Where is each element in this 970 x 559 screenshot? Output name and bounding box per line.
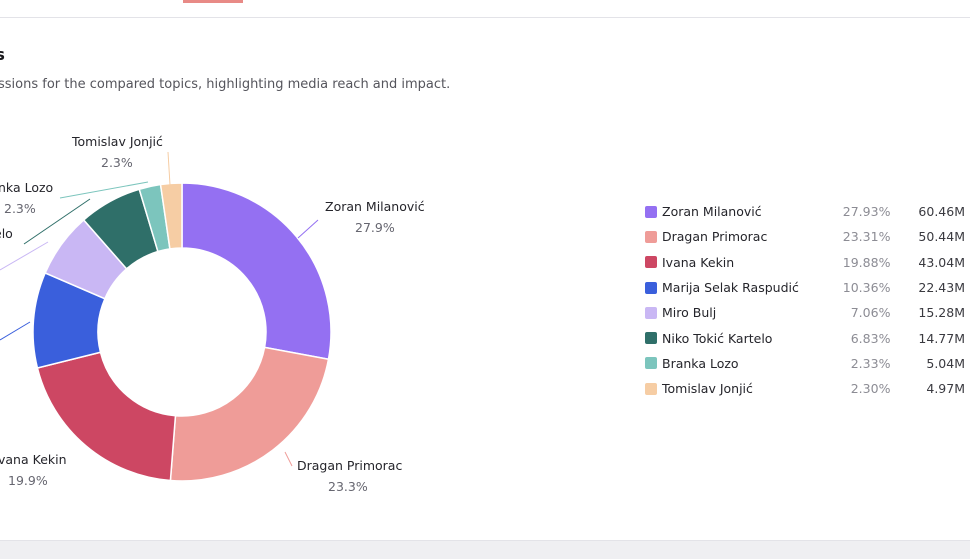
legend-swatch xyxy=(645,332,657,345)
legend-swatch xyxy=(645,281,657,294)
slice-label-name: vana Kekin xyxy=(0,452,67,467)
slice-label-percent: 27.9% xyxy=(355,220,395,235)
bottom-bar xyxy=(0,541,970,559)
donut-slice-3[interactable] xyxy=(36,351,177,482)
legend-percent: 19.88% xyxy=(842,254,891,270)
chart-subtitle: ssions for the compared topics, highligh… xyxy=(0,77,451,92)
slice-leader-line xyxy=(59,181,149,199)
slice-label-name: Tomislav Jonjić xyxy=(71,134,163,149)
legend-value: 5.04M xyxy=(926,355,965,371)
legend-swatch xyxy=(645,205,657,218)
legend-name: Dragan Primorac xyxy=(662,229,768,245)
legend-percent: 27.93% xyxy=(842,204,891,220)
top-tab-bar xyxy=(0,0,970,18)
legend-name: Niko Tokić Kartelo xyxy=(662,330,773,346)
legend-percent: 6.83% xyxy=(850,330,891,346)
legend-name: Zoran Milanović xyxy=(662,204,762,220)
slice-label-percent: 2.3% xyxy=(101,155,133,170)
legend-row[interactable]: Zoran Milanović 27.93% 60.46M xyxy=(645,199,965,224)
legend-row[interactable]: Ivana Kekin 19.88% 43.04M xyxy=(645,250,965,275)
legend-swatch xyxy=(645,256,657,269)
legend-name: Branka Lozo xyxy=(662,355,739,371)
legend-name: Tomislav Jonjić xyxy=(662,381,753,397)
legend-swatch xyxy=(645,357,657,370)
legend-percent: 2.30% xyxy=(850,381,891,397)
donut-slice-1[interactable] xyxy=(181,182,332,361)
donut-slice-2[interactable] xyxy=(169,346,330,482)
legend-name: Ivana Kekin xyxy=(662,254,735,270)
slice-label-percent: 19.9% xyxy=(8,473,48,488)
active-tab-indicator xyxy=(183,0,243,3)
legend-name: Marija Selak Raspudić xyxy=(662,280,799,296)
legend-value: 50.44M xyxy=(918,229,965,245)
legend-row[interactable]: Marija Selak Raspudić 10.36% 22.43M xyxy=(645,275,965,300)
legend-row[interactable]: Miro Bulj 7.06% 15.28M xyxy=(645,300,965,325)
chart-legend: Zoran Milanović 27.93% 60.46M Dragan Primor… xyxy=(645,199,965,401)
legend-row[interactable]: Tomislav Jonjić 2.30% 4.97M xyxy=(645,376,965,401)
slice-label-name: Dragan Primorac xyxy=(297,458,402,473)
legend-value: 14.77M xyxy=(918,330,965,346)
legend-value: 15.28M xyxy=(918,305,965,321)
slice-leader-line xyxy=(0,241,49,271)
legend-value: 60.46M xyxy=(918,204,965,220)
legend-row[interactable]: Branka Lozo 2.33% 5.04M xyxy=(645,351,965,376)
slice-leader-line xyxy=(167,151,171,186)
donut-slice-8[interactable] xyxy=(159,182,183,250)
legend-swatch xyxy=(645,306,657,319)
legend-name: Miro Bulj xyxy=(662,305,717,321)
legend-swatch xyxy=(645,230,657,243)
slice-label-percent: 23.3% xyxy=(328,479,368,494)
slice-label-name: Zoran Milanović xyxy=(325,199,425,214)
legend-percent: 7.06% xyxy=(850,305,891,321)
donut-chart: Zoran Milanović 27.9% Dragan Primorac 23.3%… xyxy=(0,134,425,494)
slice-leader-line xyxy=(23,198,91,245)
legend-value: 4.97M xyxy=(926,381,965,397)
legend-row[interactable]: Dragan Primorac 23.31% 50.44M xyxy=(645,224,965,249)
slice-leader-line xyxy=(0,321,31,341)
slice-leader-line xyxy=(284,451,293,467)
legend-value: 43.04M xyxy=(918,254,965,270)
slice-leader-line xyxy=(297,219,319,239)
legend-value: 22.43M xyxy=(918,280,965,296)
slice-label-name: elo xyxy=(0,226,13,241)
legend-swatch xyxy=(645,382,657,395)
legend-row[interactable]: Niko Tokić Kartelo 6.83% 14.77M xyxy=(645,325,965,350)
chart-title: ns xyxy=(0,45,5,64)
legend-percent: 10.36% xyxy=(842,280,891,296)
legend-percent: 23.31% xyxy=(842,229,891,245)
legend-percent: 2.33% xyxy=(850,355,891,371)
slice-label-percent: 2.3% xyxy=(4,201,36,216)
slice-label-name: nka Lozo xyxy=(0,180,53,195)
